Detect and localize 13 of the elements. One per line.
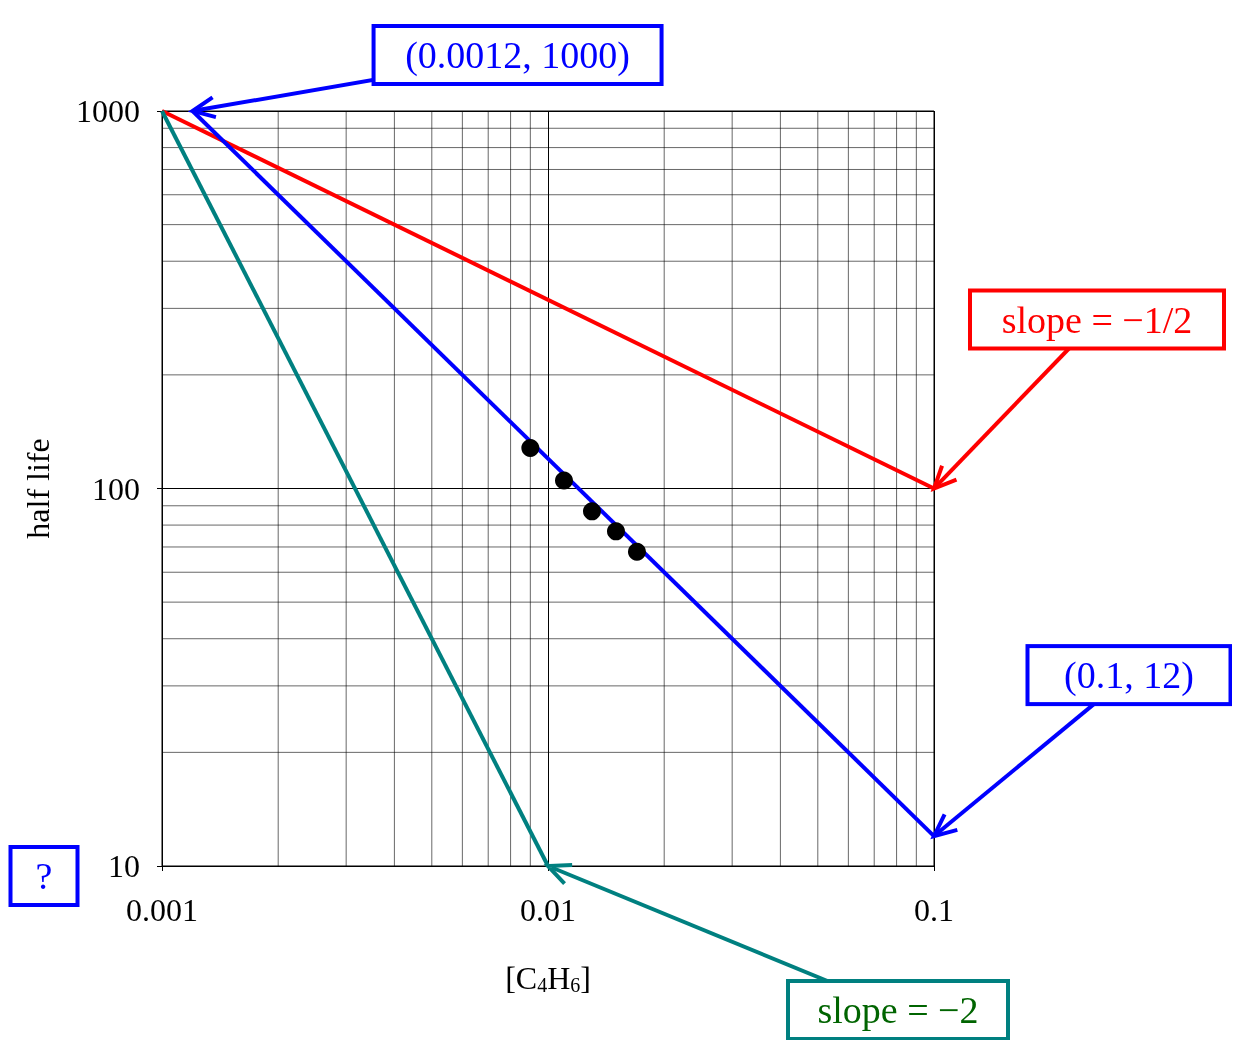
- annotation: slope = −1/2: [1001, 298, 1193, 341]
- x-tick-label: 0.01: [520, 892, 576, 928]
- x-tick-label: 0.1: [914, 892, 954, 928]
- x-tick-label: 0.001: [126, 892, 198, 928]
- y-tick-label: 100: [92, 470, 140, 507]
- annotation: (0.0012, 1000): [405, 34, 630, 77]
- x-axis-title: [C4H6]: [505, 960, 591, 996]
- annotation: (0.1, 12): [1064, 654, 1194, 698]
- y-axis-title: half life: [20, 438, 56, 539]
- y-tick-label: 10: [108, 848, 140, 884]
- y-tick-label: 1000: [76, 93, 140, 129]
- text: ?: [35, 855, 53, 897]
- annotation: slope = −2: [817, 989, 979, 1031]
